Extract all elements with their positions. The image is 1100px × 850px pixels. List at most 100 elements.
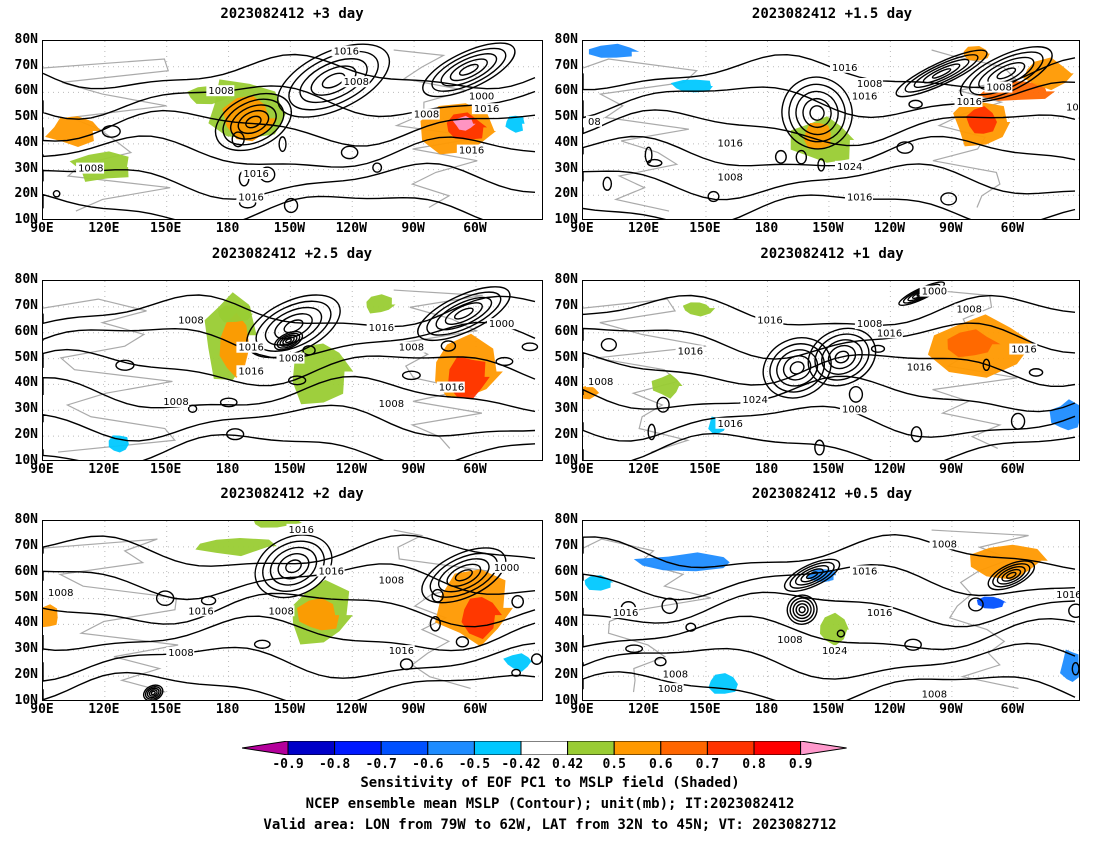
contour-label: 1016	[832, 63, 857, 74]
panel-title: 2023082412 +0.5 day	[751, 486, 913, 502]
closed-isobar	[264, 306, 323, 346]
contour-label: 1016	[717, 138, 742, 149]
closed-isobar	[1005, 571, 1017, 579]
panel-title: 2023082412 +1.5 day	[751, 6, 913, 22]
isobar	[583, 322, 1076, 360]
lon-tick-label: 150W	[273, 702, 306, 717]
closed-isobar	[274, 313, 313, 340]
isobar	[43, 193, 484, 219]
shaded-region	[218, 305, 253, 323]
small-isobar-cell	[1010, 412, 1026, 430]
contour-label-bg	[740, 394, 769, 406]
closed-isobar	[827, 344, 857, 370]
contour-label: 1016	[907, 363, 932, 374]
small-isobar-cell	[646, 158, 663, 167]
contour-label-bg	[1064, 101, 1079, 113]
small-isobar-cell	[707, 190, 720, 203]
contour-label-bg	[331, 45, 360, 57]
panel-title: 2023082412 +2.5 day	[211, 246, 373, 262]
colorbar-segment	[660, 741, 708, 755]
small-isobar-cell	[511, 595, 525, 609]
isobar	[43, 53, 536, 90]
lat-tick-label: 20N	[554, 427, 578, 443]
map-panel: 1016 1016 1008 1008 1000 1016 1008 1008 1016	[42, 520, 543, 701]
lat-tick-label: 50N	[554, 589, 578, 605]
contour-label: 1016	[847, 192, 872, 203]
closed-isobar	[230, 104, 277, 140]
contour-label-bg	[775, 634, 804, 646]
contour-label: 1008	[178, 316, 203, 327]
contour-label-bg	[176, 314, 205, 326]
closed-isobar	[814, 333, 870, 381]
isobar	[43, 404, 536, 442]
lon-tick-label: 150E	[689, 702, 721, 717]
contour-label: 1016	[238, 366, 263, 377]
closed-isobar	[802, 97, 832, 129]
contour-label-bg	[675, 345, 704, 357]
closed-isobar	[795, 90, 839, 136]
isobar	[583, 294, 1076, 326]
contour-label: 1016	[319, 566, 344, 577]
caption-shaded: Sensitivity of EOF PC1 to MSLP field (Sh…	[360, 775, 740, 791]
colorbar-segment	[613, 741, 662, 755]
closed-isobar	[150, 690, 156, 696]
lon-tick-label: 120E	[88, 221, 120, 236]
closed-isobar	[321, 72, 346, 89]
lon-tick-label: 120W	[873, 462, 906, 477]
small-isobar-cell	[1068, 603, 1079, 618]
small-isobar-cell	[253, 639, 271, 649]
small-isobar-cell	[968, 597, 984, 612]
small-isobar-cell	[602, 176, 613, 191]
contour-label-bg	[849, 90, 878, 102]
contour-label-bg	[984, 81, 1013, 93]
isobar	[43, 109, 536, 147]
small-isobar-cell	[795, 149, 808, 165]
lon-tick-label: 150E	[150, 462, 182, 477]
lon-tick-label: 150W	[812, 462, 844, 477]
lon-tick-label: 150E	[150, 221, 182, 236]
contour-label: 1000	[489, 319, 514, 330]
lat-tick-label: 30N	[554, 160, 578, 176]
closed-isobar	[782, 355, 812, 381]
closed-isobar	[148, 689, 158, 697]
contour-label: 1016	[757, 316, 782, 327]
contour-label: 08	[588, 117, 601, 128]
contour-label: 1016	[1011, 345, 1036, 356]
contour-label: 1016	[243, 169, 268, 180]
contour-label: 1008	[857, 319, 882, 330]
isobar-contours	[43, 42, 536, 219]
contour-label: 1016	[389, 646, 414, 657]
lat-tick-label: 10N	[14, 693, 38, 708]
caption-valid-area: Valid area: LON from 79W to 62W, LAT fro…	[263, 817, 837, 833]
closed-isobar	[809, 105, 825, 121]
closed-isobar	[299, 58, 368, 104]
isobar	[43, 85, 536, 120]
isobar	[43, 671, 536, 700]
small-isobar-cell	[904, 638, 922, 651]
contour-label-bg	[755, 314, 784, 326]
isobar	[43, 592, 536, 628]
lat-tick-label: 80N	[14, 512, 38, 527]
shaded-region	[588, 43, 640, 58]
isobar	[583, 135, 1076, 167]
contour-label: 1016	[238, 192, 263, 203]
contour-label-bg	[376, 397, 405, 409]
coastlines	[583, 49, 1017, 212]
small-isobar-cell	[511, 668, 522, 677]
lon-tick-label: 120E	[88, 702, 120, 717]
closed-isobar	[144, 686, 162, 700]
closed-isobar	[449, 58, 488, 82]
lon-tick-label: 90W	[401, 462, 425, 477]
contour-label-bg	[316, 565, 345, 577]
colorbar	[242, 741, 847, 755]
small-isobar-cell	[774, 149, 787, 164]
contour-label: 1008	[986, 83, 1011, 94]
contour-label: 1016	[877, 328, 902, 339]
small-isobar-cell	[340, 145, 359, 160]
colorbar-segment	[706, 741, 755, 755]
contour-label-bg	[610, 607, 639, 619]
lon-tick-label: 60W	[463, 462, 487, 477]
contour-label: 1008	[414, 110, 439, 121]
lat-tick-label: 10N	[554, 453, 578, 468]
